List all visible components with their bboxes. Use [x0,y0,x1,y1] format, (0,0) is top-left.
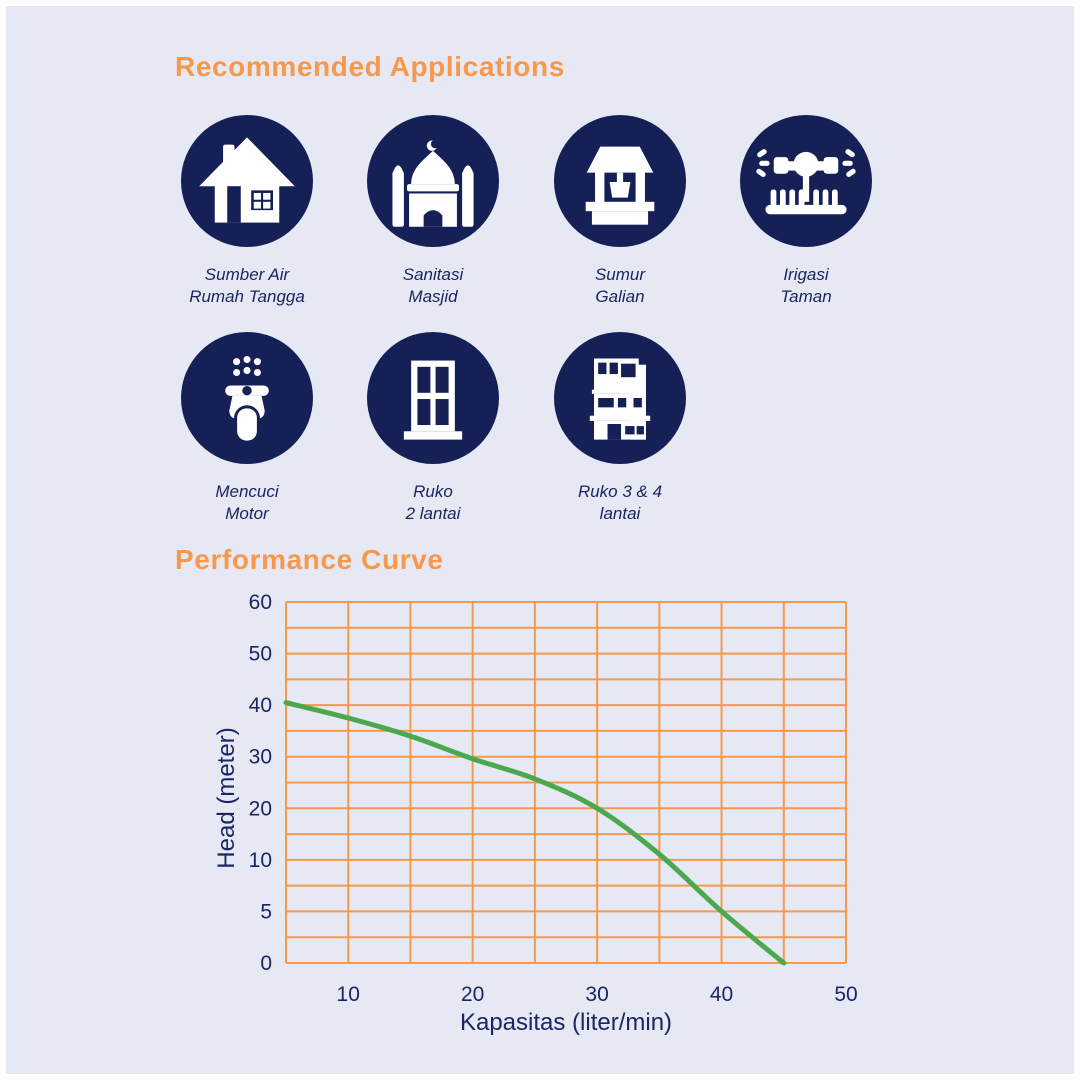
y-tick-label: 5 [260,900,272,923]
application-item: Ruko 3 & 4 lantai [527,332,713,525]
y-tick-label: 30 [249,746,272,769]
x-tick-label: 20 [461,983,484,1006]
applications-section-title: Recommended Applications [175,51,565,82]
house-icon [181,115,313,247]
shophouse-2-story-icon-glyph [403,360,463,440]
application-label: Sumber Air Rumah Tangga [189,265,305,306]
mosque-icon [367,115,499,247]
performance-section-title: Performance Curve [175,544,444,575]
application-label: Sanitasi Masjid [402,265,464,306]
application-label: Irigasi Taman [780,265,832,306]
performance-curve-line [283,700,787,966]
x-axis-title: Kapasitas (liter/min) [459,1009,673,1036]
application-item: Sanitasi Masjid [340,115,526,308]
application-label: Sumur Galian [594,265,646,306]
y-axis-title: Head (meter) [213,727,240,869]
y-tick-label: 60 [249,591,272,614]
application-item: Irigasi Taman [713,115,899,308]
application-label: Mencuci Motor [215,482,279,523]
application-label: Ruko 3 & 4 lantai [577,482,663,523]
shophouse-2-story-icon [367,332,499,464]
performance-chart: 0 5 10 20 30 40 50 60 10 20 30 40 50 [249,591,858,1006]
y-tick-label: 10 [249,849,272,872]
well-icon [554,115,686,247]
well-icon-glyph [585,146,655,225]
y-tick-label: 20 [249,797,272,820]
application-item: Sumur Galian [527,115,713,308]
application-item: Mencuci Motor [154,332,340,525]
mosque-icon-glyph [392,139,474,227]
shophouse-3-4-story-icon-glyph [589,358,651,440]
application-item: Sumber Air Rumah Tangga [154,115,340,308]
application-item: Ruko 2 lantai [340,332,526,525]
y-tick-label: 0 [260,952,272,975]
x-tick-label: 30 [585,983,608,1006]
scooter-icon [181,332,313,464]
house-icon-glyph [199,137,295,223]
x-tick-label: 50 [834,983,857,1006]
sprinkler-icon-glyph [756,149,856,215]
y-tick-label: 40 [249,694,272,717]
x-tick-label: 40 [710,983,733,1006]
application-label: Ruko 2 lantai [405,482,461,523]
sprinkler-icon [740,115,872,247]
x-tick-label: 10 [337,983,360,1006]
y-tick-label: 50 [249,643,272,666]
shophouse-3-4-story-icon [554,332,686,464]
scooter-icon-glyph [225,355,269,443]
performance-chart-canvas: 0 5 10 20 30 40 50 60 10 20 30 40 50 [249,591,858,1006]
